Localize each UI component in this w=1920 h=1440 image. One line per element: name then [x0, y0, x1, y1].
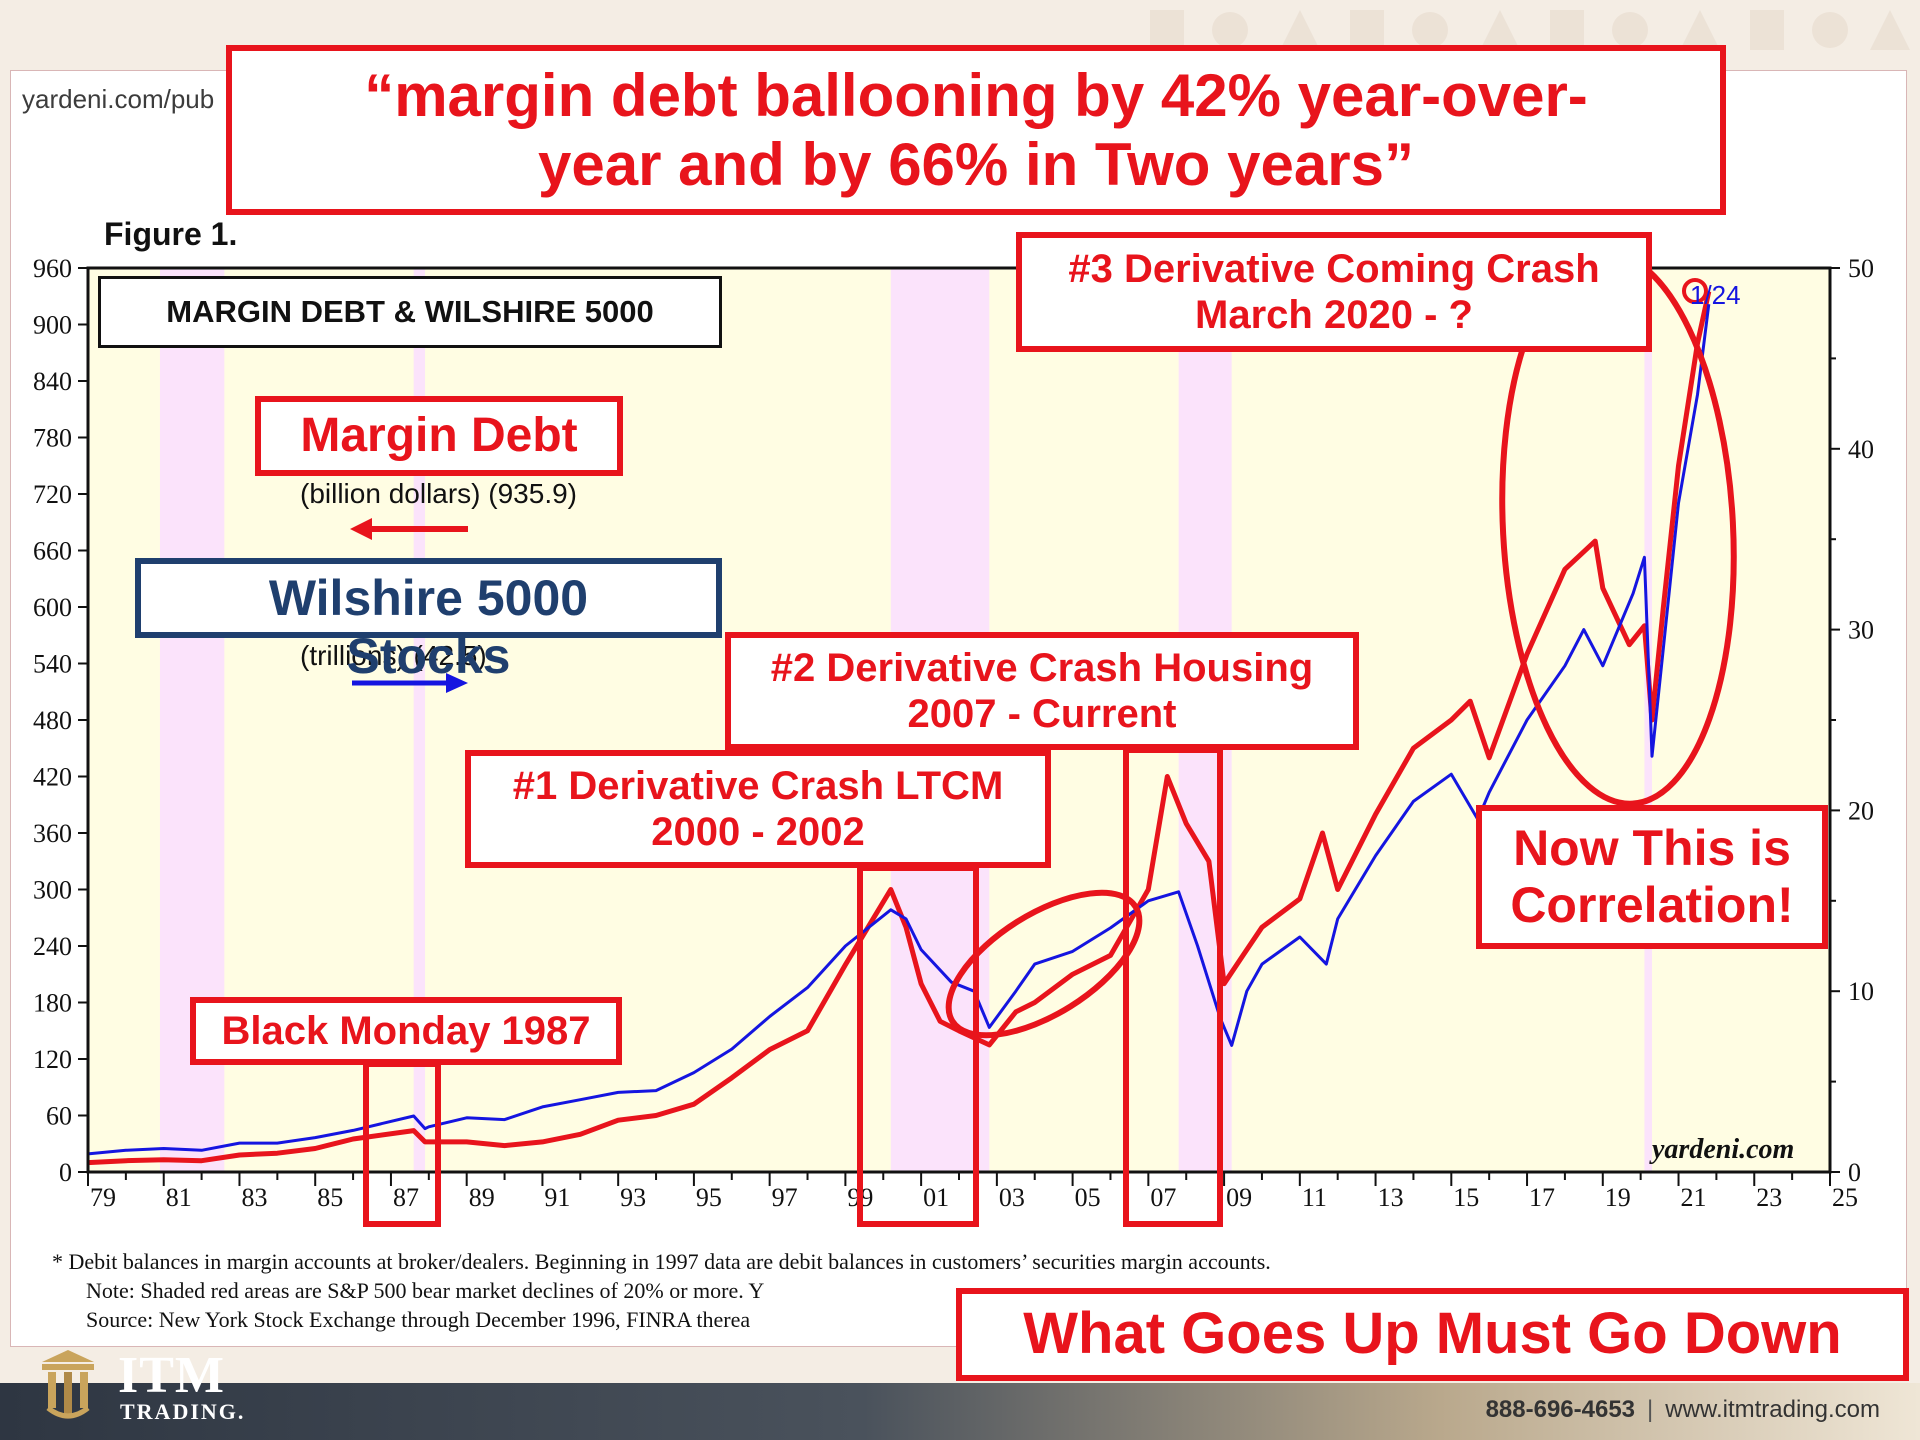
x-tick-label: 95 — [696, 1183, 722, 1212]
brand-subname: TRADING. — [120, 1399, 246, 1424]
bear-market-shade-1 — [413, 268, 426, 1172]
x-tick-label: 19 — [1605, 1183, 1631, 1212]
crash1-label: #1 Derivative Crash LTCM 2000 - 2002 — [465, 750, 1051, 868]
watermark: yardeni.com — [1652, 1134, 1795, 1165]
footer-bar — [0, 1383, 1920, 1440]
left-arrow-icon — [350, 518, 372, 540]
x-tick-label: 17 — [1529, 1183, 1555, 1212]
contact-info: 888-696-4653 | www.itmtrading.com — [1486, 1396, 1880, 1424]
headline-box: “margin debt ballooning by 42% year-over… — [226, 45, 1726, 215]
decorative-shapes — [1150, 10, 1910, 50]
x-tick-label: 23 — [1756, 1183, 1782, 1212]
right-arrow-icon — [446, 673, 468, 693]
crash3-label: #3 Derivative Coming Crash March 2020 - … — [1016, 232, 1652, 352]
figure-label: Figure 1. — [104, 216, 238, 252]
url-text[interactable]: yardeni.com/pub — [22, 84, 215, 114]
x-tick-label: 87 — [393, 1183, 419, 1212]
end-point-circle — [1682, 278, 1708, 304]
phone-number[interactable]: 888-696-4653 — [1485, 1396, 1636, 1423]
y-left-tick-label: 960 — [33, 254, 72, 283]
x-tick-label: 01 — [923, 1183, 949, 1212]
wilshire-sublabel: (trillions) (42.5) — [300, 640, 487, 671]
series-line-wilshire — [87, 304, 1711, 1156]
x-tick-label: 81 — [166, 1183, 192, 1212]
x-tick-label: 97 — [772, 1183, 798, 1212]
footnote-3: Source: New York Stock Exchange through … — [86, 1307, 751, 1332]
y-left-tick-label: 240 — [33, 932, 72, 961]
x-tick-label: 13 — [1378, 1183, 1404, 1212]
crash1-bracket — [857, 865, 979, 1227]
x-tick-label: 15 — [1453, 1183, 1479, 1212]
y-right-tick-label: 30 — [1848, 616, 1874, 645]
crash2-label: #2 Derivative Crash Housing 2007 - Curre… — [725, 632, 1359, 750]
chart-title: MARGIN DEBT & WILSHIRE 5000 — [98, 276, 722, 348]
y-right-tick-label: 20 — [1848, 796, 1874, 825]
y-left-tick-label: 360 — [33, 819, 72, 848]
website-link[interactable]: www.itmtrading.com — [1665, 1396, 1880, 1423]
y-left-tick-label: 900 — [33, 311, 72, 340]
crash2-bracket — [1123, 747, 1223, 1227]
y-left-tick-label: 180 — [33, 989, 72, 1018]
end-marker: 1/24 — [1690, 280, 1741, 310]
black-monday-label: Black Monday 1987 — [190, 997, 622, 1065]
x-tick-label: 89 — [469, 1183, 495, 1212]
y-right-tick-label: 10 — [1848, 977, 1874, 1006]
x-tick-label: 11 — [1302, 1183, 1327, 1212]
x-tick-label: 03 — [999, 1183, 1025, 1212]
x-tick-label: 05 — [1075, 1183, 1101, 1212]
pillar-logo-icon — [42, 1350, 94, 1419]
x-tick-label: 91 — [544, 1183, 570, 1212]
y-left-tick-label: 840 — [33, 367, 72, 396]
y-left-tick-label: 780 — [33, 424, 72, 453]
y-left-tick-label: 300 — [33, 876, 72, 905]
correlation-label: Now This is Correlation! — [1476, 805, 1828, 949]
margin-debt-label: Margin Debt — [255, 396, 623, 476]
y-left-tick-label: 60 — [46, 1102, 72, 1131]
x-tick-label: 83 — [241, 1183, 267, 1212]
x-tick-label: 85 — [317, 1183, 343, 1212]
y-left-tick-label: 420 — [33, 763, 72, 792]
y-right-tick-label: 0 — [1848, 1158, 1861, 1187]
footnote-1: * Debit balances in margin accounts at b… — [52, 1249, 1271, 1274]
brand-name: ITM — [118, 1347, 225, 1404]
y-left-tick-label: 540 — [33, 650, 72, 679]
margin-debt-sublabel: (billion dollars) (935.9) — [300, 478, 578, 509]
contact-separator: | — [1647, 1396, 1654, 1423]
y-right-tick-label: 40 — [1848, 435, 1874, 464]
wilshire-label: Wilshire 5000 Stocks — [135, 558, 722, 684]
goes-up-label: What Goes Up Must Go Down — [956, 1288, 1909, 1381]
footnote-2: Note: Shaded red areas are S&P 500 bear … — [86, 1278, 765, 1303]
x-tick-label: 79 — [90, 1183, 116, 1212]
y-left-tick-label: 660 — [33, 537, 72, 566]
y-left-tick-label: 480 — [33, 706, 72, 735]
y-left-tick-label: 120 — [33, 1045, 72, 1074]
x-tick-label: 07 — [1150, 1183, 1176, 1212]
y-left-tick-label: 600 — [33, 593, 72, 622]
series-line-margin-debt — [87, 290, 1712, 1166]
x-tick-label: 93 — [620, 1183, 646, 1212]
y-left-tick-label: 720 — [33, 480, 72, 509]
y-right-tick-label: 50 — [1848, 254, 1874, 283]
x-tick-label: 21 — [1681, 1183, 1707, 1212]
x-tick-label: 25 — [1832, 1183, 1858, 1212]
y-left-tick-label: 0 — [59, 1158, 72, 1187]
bear-market-shade-4 — [1644, 268, 1653, 1172]
x-tick-label: 09 — [1226, 1183, 1252, 1212]
recovery-ellipse — [945, 889, 1143, 1039]
